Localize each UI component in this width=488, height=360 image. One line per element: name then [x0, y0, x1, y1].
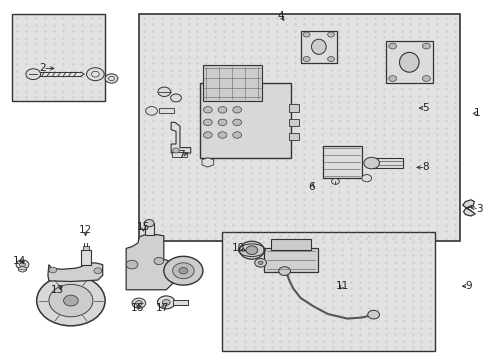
Circle shape: [172, 263, 194, 279]
Circle shape: [388, 43, 396, 49]
Circle shape: [49, 284, 93, 317]
Circle shape: [145, 107, 157, 115]
Circle shape: [203, 119, 212, 126]
Circle shape: [94, 268, 102, 274]
Circle shape: [363, 157, 379, 169]
Bar: [159, 108, 173, 113]
Bar: [203, 65, 261, 101]
Text: 8: 8: [421, 162, 428, 172]
Text: 13: 13: [51, 285, 64, 295]
Circle shape: [361, 175, 371, 182]
Circle shape: [37, 275, 105, 326]
Bar: [144, 223, 153, 235]
Text: 2: 2: [40, 63, 46, 73]
Text: 4: 4: [277, 11, 284, 21]
Text: 7: 7: [177, 150, 184, 160]
Circle shape: [63, 295, 78, 306]
Bar: [386, 41, 432, 83]
Circle shape: [126, 260, 138, 269]
Bar: [371, 158, 403, 168]
Circle shape: [203, 107, 212, 113]
Bar: [139, 14, 459, 241]
Circle shape: [154, 257, 163, 265]
Circle shape: [157, 296, 175, 309]
Circle shape: [232, 132, 241, 138]
Circle shape: [422, 43, 429, 49]
Circle shape: [218, 132, 226, 138]
Circle shape: [108, 76, 114, 81]
Bar: [200, 83, 290, 158]
Ellipse shape: [399, 53, 418, 72]
Circle shape: [254, 258, 266, 267]
Text: 5: 5: [421, 103, 428, 113]
Circle shape: [278, 267, 290, 275]
Polygon shape: [48, 263, 102, 282]
Bar: [288, 119, 299, 126]
Circle shape: [327, 32, 334, 37]
Text: 10: 10: [232, 243, 244, 253]
Text: 15: 15: [136, 222, 150, 232]
Circle shape: [49, 267, 57, 273]
Text: 11: 11: [335, 281, 348, 291]
Polygon shape: [19, 266, 26, 272]
Text: 14: 14: [13, 256, 26, 266]
Circle shape: [179, 267, 187, 274]
Circle shape: [162, 300, 170, 305]
Bar: [83, 246, 89, 250]
Circle shape: [367, 310, 379, 319]
Bar: [173, 300, 187, 305]
Polygon shape: [171, 122, 190, 153]
Ellipse shape: [311, 39, 325, 54]
Circle shape: [218, 119, 226, 126]
Bar: [172, 152, 186, 157]
Bar: [271, 239, 310, 250]
Circle shape: [132, 298, 145, 308]
Circle shape: [245, 246, 257, 255]
Bar: [12, 14, 105, 101]
Circle shape: [232, 119, 241, 126]
Text: 6: 6: [308, 182, 315, 192]
Circle shape: [218, 107, 226, 113]
Circle shape: [331, 179, 339, 184]
Text: 12: 12: [79, 225, 92, 235]
Circle shape: [91, 71, 99, 77]
Circle shape: [388, 76, 396, 81]
Circle shape: [422, 76, 429, 81]
Circle shape: [105, 74, 118, 83]
Bar: [300, 31, 337, 63]
Circle shape: [144, 220, 154, 227]
Circle shape: [303, 32, 309, 37]
Circle shape: [26, 69, 41, 80]
Circle shape: [158, 87, 170, 96]
Bar: [322, 146, 361, 178]
Circle shape: [303, 57, 309, 62]
Circle shape: [86, 68, 104, 81]
Circle shape: [232, 107, 241, 113]
Circle shape: [170, 94, 181, 102]
Circle shape: [20, 262, 25, 267]
Circle shape: [172, 148, 179, 153]
Bar: [288, 133, 299, 140]
Circle shape: [16, 260, 29, 269]
Circle shape: [203, 132, 212, 138]
Text: 16: 16: [131, 303, 144, 313]
Circle shape: [327, 57, 334, 62]
Polygon shape: [462, 200, 474, 216]
Polygon shape: [202, 158, 213, 167]
Bar: [81, 250, 91, 265]
Bar: [264, 248, 317, 272]
Text: 1: 1: [472, 108, 479, 118]
Polygon shape: [126, 235, 173, 290]
Circle shape: [135, 301, 142, 306]
Circle shape: [163, 256, 203, 285]
Circle shape: [239, 241, 264, 259]
Text: 17: 17: [156, 303, 169, 313]
Bar: [222, 232, 434, 351]
Circle shape: [258, 261, 263, 265]
Text: 9: 9: [464, 281, 471, 291]
Bar: [288, 104, 299, 112]
Text: 3: 3: [475, 204, 482, 214]
